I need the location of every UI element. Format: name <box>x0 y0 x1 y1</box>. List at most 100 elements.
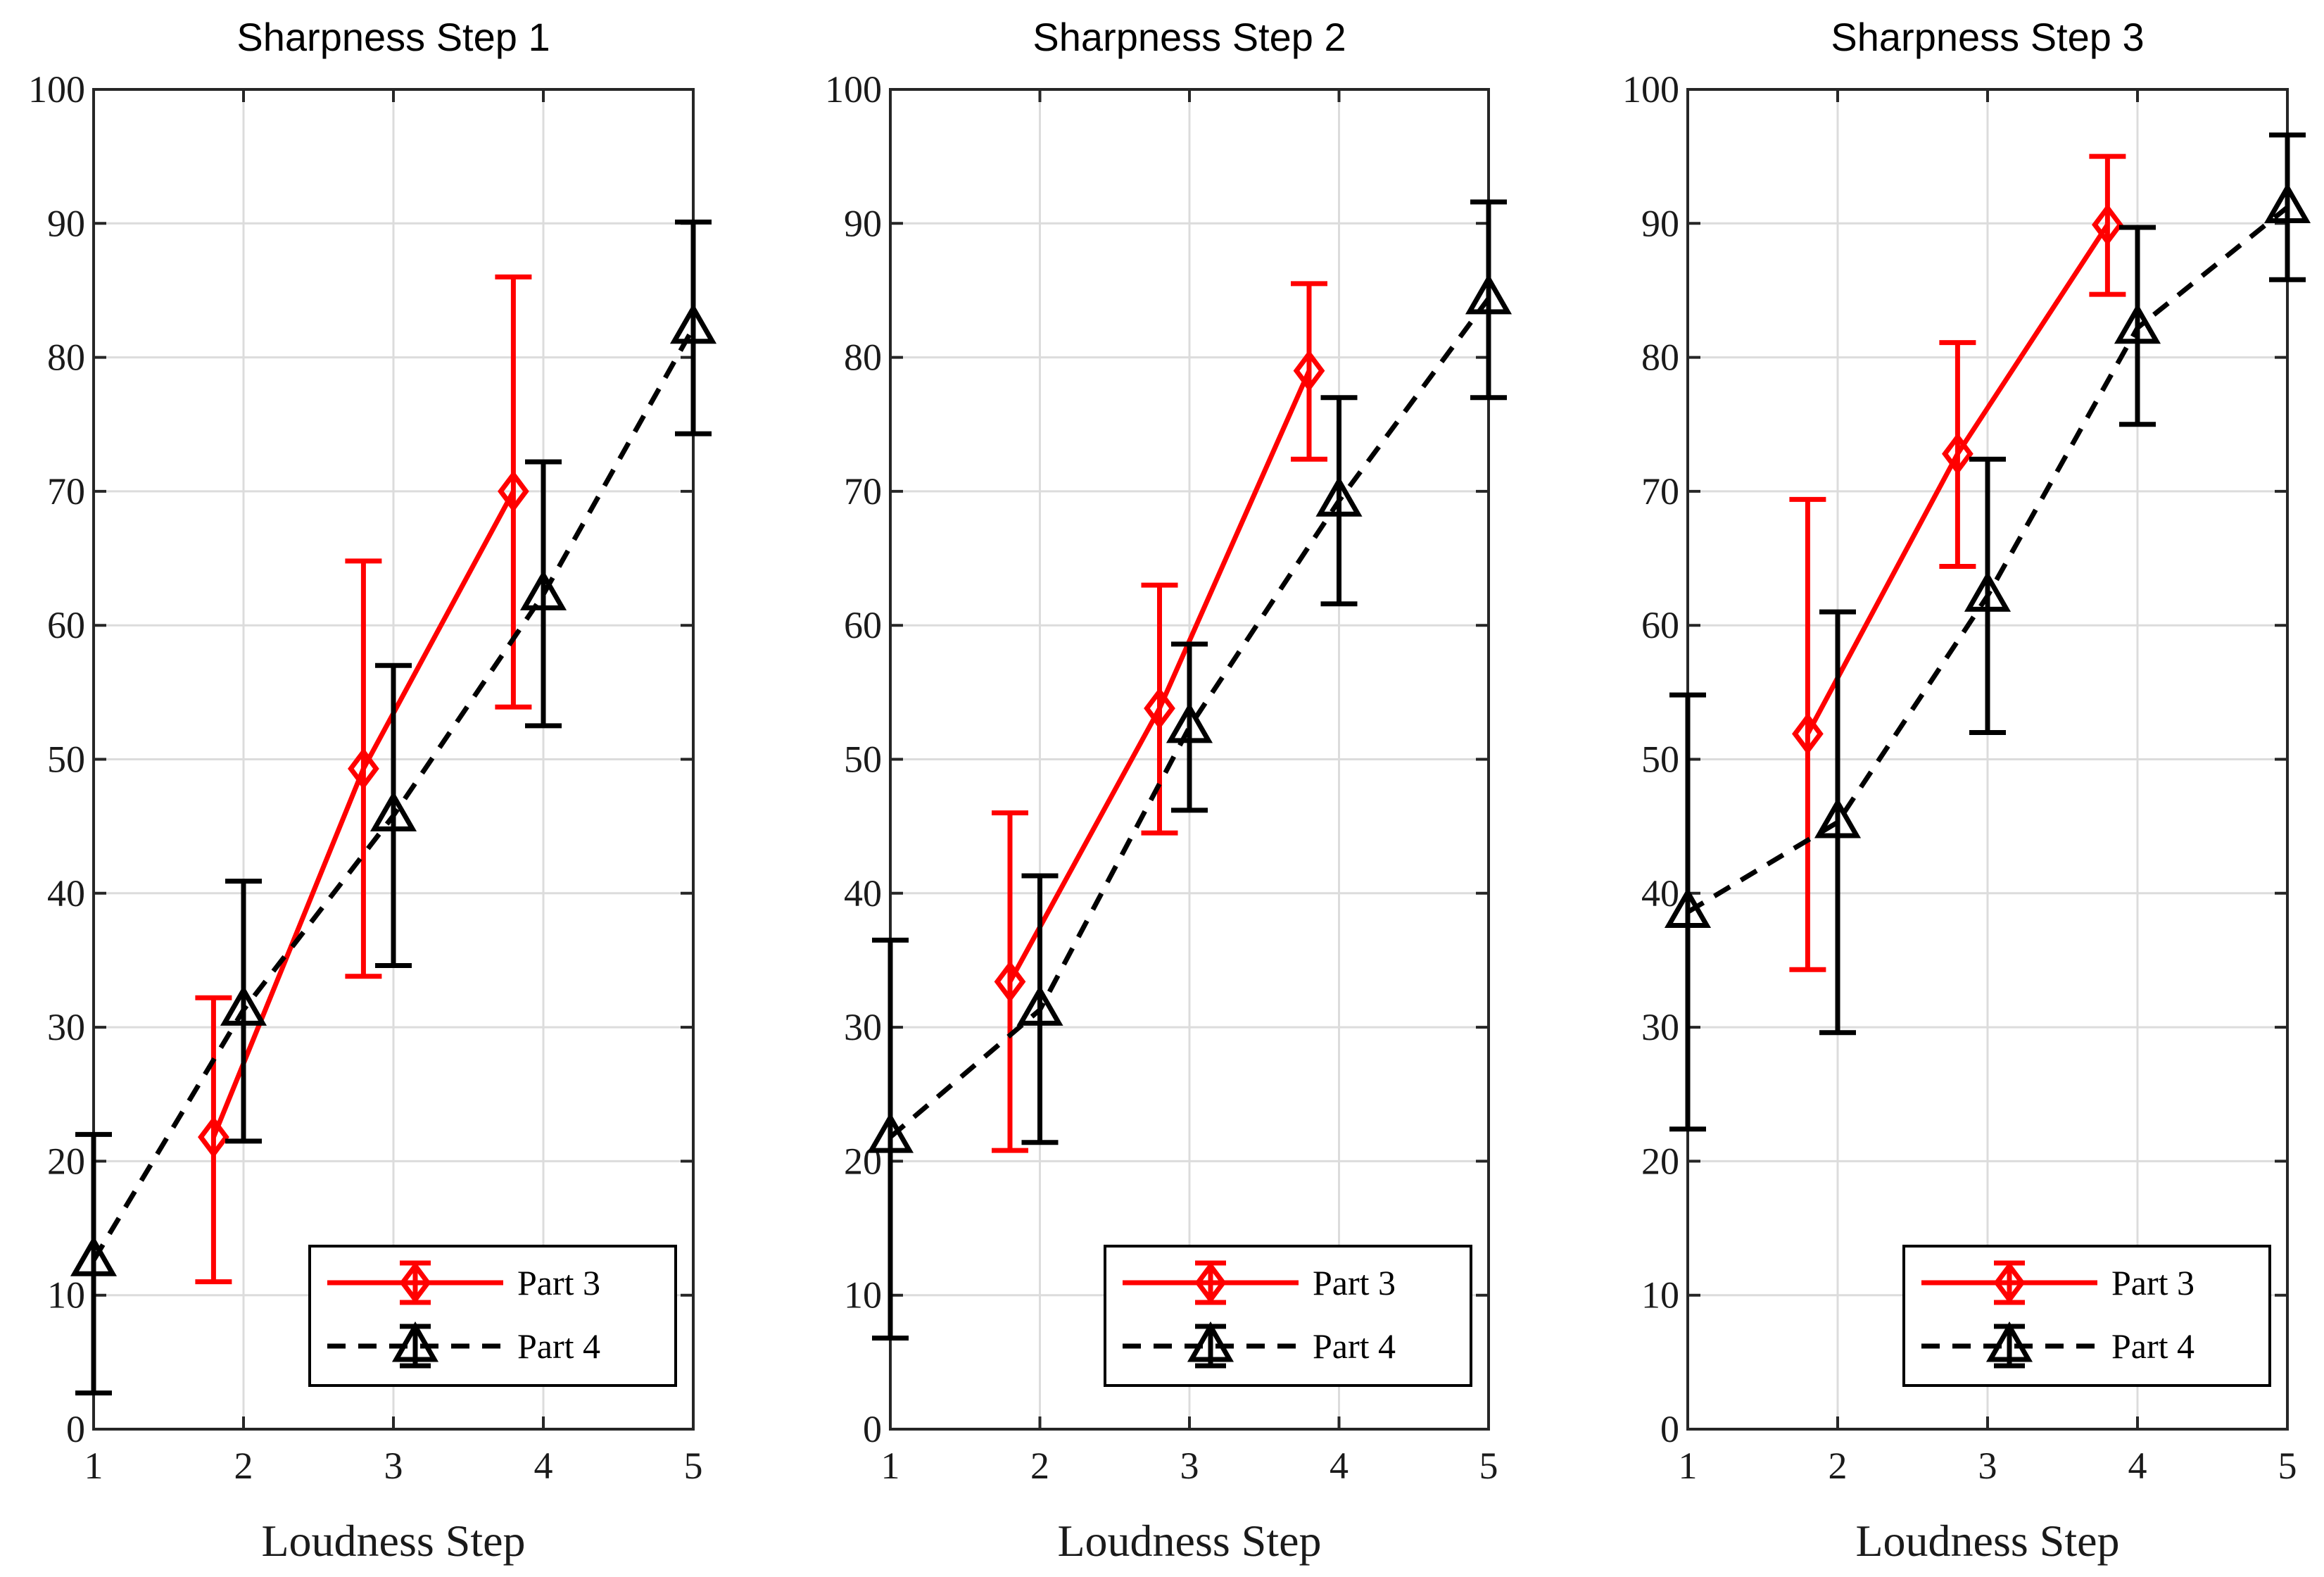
y-tick-label: 50 <box>1641 739 1679 781</box>
y-tick-label: 20 <box>1641 1140 1679 1182</box>
legend-box <box>308 1245 677 1387</box>
data-point-diamond <box>1942 432 1973 475</box>
legend-box <box>1902 1245 2271 1387</box>
y-tick-label: 60 <box>47 604 85 646</box>
data-point-diamond <box>1144 687 1175 730</box>
data-point-diamond <box>2092 203 2123 246</box>
x-tick-label: 2 <box>1829 1445 1848 1487</box>
x-axis-label: Loudness Step <box>1855 1516 2119 1566</box>
x-tick-label: 2 <box>1030 1445 1049 1487</box>
y-tick-label: 100 <box>28 68 85 111</box>
y-tick-label: 70 <box>844 470 882 513</box>
legend-marker-diamond <box>1993 1262 2026 1304</box>
x-tick-label: 4 <box>534 1445 553 1487</box>
y-tick-label: 90 <box>47 202 85 244</box>
data-point-triangle <box>2263 182 2311 223</box>
y-tick-label: 70 <box>1641 470 1679 513</box>
data-point-diamond <box>994 960 1026 1003</box>
y-tick-label: 30 <box>47 1006 85 1048</box>
data-point-triangle <box>220 985 267 1026</box>
y-tick-label: 50 <box>844 739 882 781</box>
data-point-triangle <box>370 791 417 831</box>
y-tick-label: 60 <box>844 604 882 646</box>
y-tick-label: 0 <box>863 1408 882 1450</box>
y-tick-label: 40 <box>844 872 882 915</box>
y-tick-label: 80 <box>844 337 882 379</box>
y-tick-label: 10 <box>1641 1274 1679 1317</box>
legend-label: Part 4 <box>2111 1326 2194 1366</box>
chart-title: Sharpness Step 3 <box>1831 15 2144 59</box>
legend-marker-diamond <box>1194 1262 1227 1304</box>
x-tick-label: 3 <box>384 1445 403 1487</box>
legend-label: Part 3 <box>1313 1263 1396 1302</box>
x-axis-label: Loudness Step <box>1057 1516 1321 1566</box>
y-tick-label: 0 <box>1660 1408 1679 1450</box>
y-tick-label: 50 <box>47 739 85 781</box>
series-part-3 <box>195 274 532 1285</box>
y-tick-label: 80 <box>1641 337 1679 379</box>
y-tick-label: 90 <box>844 202 882 244</box>
y-tick-label: 30 <box>844 1006 882 1048</box>
data-point-triangle <box>866 1112 914 1153</box>
x-tick-label: 5 <box>1479 1445 1498 1487</box>
y-tick-label: 40 <box>1641 872 1679 915</box>
legend-marker-triangle <box>1187 1321 1234 1362</box>
data-point-diamond <box>348 747 379 790</box>
x-tick-label: 1 <box>1679 1445 1698 1487</box>
x-tick-label: 1 <box>84 1445 103 1487</box>
legend-label: Part 3 <box>517 1263 600 1302</box>
chart-title: Sharpness Step 2 <box>1032 15 1346 59</box>
data-point-diamond <box>1293 349 1325 392</box>
series-part-4 <box>866 199 1513 1341</box>
y-tick-label: 20 <box>47 1140 85 1182</box>
x-tick-label: 3 <box>1978 1445 1997 1487</box>
series-part-3 <box>1789 153 2126 972</box>
legend-marker-triangle <box>1985 1321 2033 1362</box>
y-tick-label: 10 <box>47 1274 85 1317</box>
x-tick-label: 4 <box>2128 1445 2147 1487</box>
data-point-triangle <box>519 570 567 610</box>
data-point-triangle <box>669 303 717 344</box>
y-tick-label: 30 <box>1641 1006 1679 1048</box>
y-tick-label: 40 <box>47 872 85 915</box>
legend: Part 3 Part 4 <box>1104 1245 1472 1387</box>
y-tick-label: 10 <box>844 1274 882 1317</box>
data-point-triangle <box>1315 476 1363 517</box>
data-point-diamond <box>1792 712 1824 755</box>
data-point-diamond <box>498 470 529 513</box>
legend-label: Part 4 <box>1313 1326 1396 1366</box>
legend: Part 3 Part 4 <box>1902 1245 2271 1387</box>
y-tick-label: 70 <box>47 470 85 513</box>
data-point-triangle <box>1664 887 1712 928</box>
y-tick-label: 90 <box>1641 202 1679 244</box>
data-point-diamond <box>198 1116 229 1158</box>
x-tick-label: 1 <box>881 1445 900 1487</box>
y-tick-label: 80 <box>47 337 85 379</box>
legend-box <box>1104 1245 1472 1387</box>
x-axis-label: Loudness Step <box>261 1516 525 1566</box>
x-tick-label: 5 <box>2278 1445 2297 1487</box>
series-part-3 <box>992 281 1327 1153</box>
data-point-triangle <box>1016 985 1063 1026</box>
y-tick-label: 60 <box>1641 604 1679 646</box>
x-tick-label: 2 <box>234 1445 253 1487</box>
y-tick-label: 100 <box>1622 68 1679 111</box>
x-tick-label: 3 <box>1180 1445 1199 1487</box>
series-part-4 <box>70 219 717 1396</box>
series-line <box>888 296 1491 1139</box>
legend-label: Part 4 <box>517 1326 600 1366</box>
legend-marker-triangle <box>391 1321 439 1362</box>
series-part-4 <box>1664 132 2311 1132</box>
data-point-triangle <box>1166 702 1213 743</box>
data-point-triangle <box>1814 797 1862 838</box>
legend-marker-diamond <box>399 1262 431 1304</box>
data-point-triangle <box>1465 273 1513 315</box>
y-tick-label: 100 <box>825 68 882 111</box>
legend-label: Part 3 <box>2111 1263 2194 1302</box>
x-tick-label: 4 <box>1330 1445 1349 1487</box>
data-point-triangle <box>70 1236 118 1276</box>
